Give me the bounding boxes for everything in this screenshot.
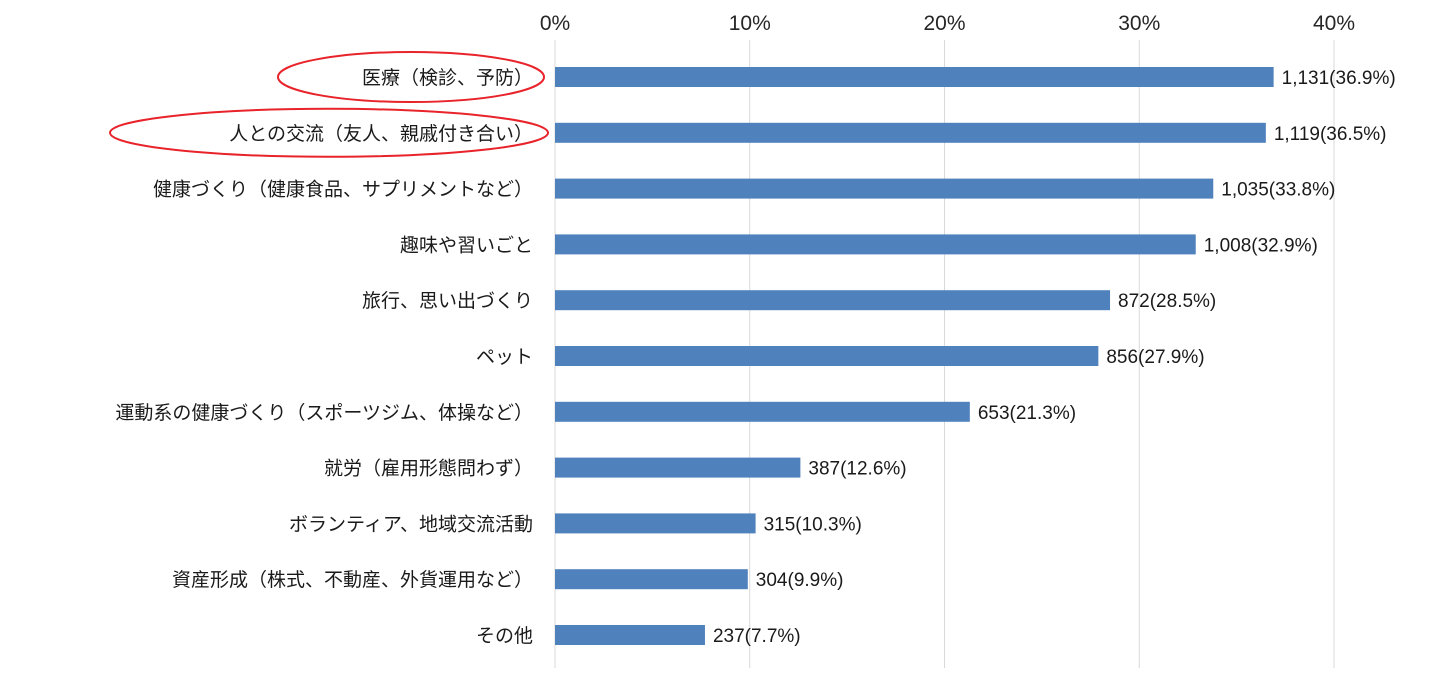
category-labels: 医療（検診、予防） 人との交流（友人、親戚付き合い） 健康づくり（健康食品、サプリメ… [115, 67, 533, 647]
category-label: ボランティア、地域交流活動 [289, 513, 533, 535]
category-label: 人との交流（友人、親戚付き合い） [229, 123, 533, 145]
x-tick-label: 40% [1313, 12, 1355, 35]
category-label: 資産形成（株式、不動産、外貨運用など） [172, 569, 533, 591]
data-label: 387(12.6%) [808, 459, 906, 480]
data-label: 1,008(32.9%) [1204, 235, 1318, 256]
bar [555, 625, 705, 645]
category-label: 運動系の健康づくり（スポーツジム、体操など） [115, 402, 533, 424]
category-label: 健康づくり（健康食品、サプリメントなど） [153, 179, 533, 201]
x-tick-label: 20% [923, 12, 965, 35]
highlight-oval [277, 51, 545, 103]
bar [555, 67, 1274, 87]
data-label: 856(27.9%) [1106, 347, 1204, 368]
bar [555, 178, 1214, 199]
category-label: 医療（検診、予防） [362, 67, 533, 89]
data-label: 1,131(36.9%) [1282, 68, 1396, 89]
highlight-ovals [109, 51, 549, 158]
bar [555, 234, 1196, 255]
x-tick-label: 0% [540, 12, 570, 35]
data-labels: 1,131(36.9%) 1,119(36.5%) 1,035(33.8%) 1,00… [713, 68, 1396, 647]
category-label: その他 [476, 625, 533, 647]
category-label: 就労（雇用形態問わず） [324, 458, 533, 480]
data-label: 1,119(36.5%) [1274, 124, 1387, 145]
bars [555, 67, 1274, 645]
category-label: ペット [476, 346, 533, 368]
bar [555, 290, 1111, 311]
bar [555, 401, 970, 422]
bar [555, 122, 1266, 143]
x-tick-label: 10% [729, 12, 771, 35]
bar [555, 457, 801, 478]
data-label: 872(28.5%) [1118, 291, 1216, 312]
highlight-oval [109, 107, 549, 158]
data-label: 653(21.3%) [978, 403, 1076, 424]
x-tick-label: 30% [1118, 12, 1160, 35]
category-label: 趣味や習いごと [400, 234, 533, 256]
data-label: 237(7.7%) [713, 626, 801, 647]
x-axis-ticks: 0% 10% 20% 30% 40% [540, 12, 1355, 35]
data-label: 304(9.9%) [756, 570, 844, 591]
data-label: 315(10.3%) [764, 514, 862, 535]
bar [555, 346, 1099, 366]
data-label: 1,035(33.8%) [1221, 180, 1335, 201]
bar [555, 513, 756, 534]
category-label: 旅行、思い出づくり [362, 290, 533, 312]
bar [555, 569, 748, 590]
